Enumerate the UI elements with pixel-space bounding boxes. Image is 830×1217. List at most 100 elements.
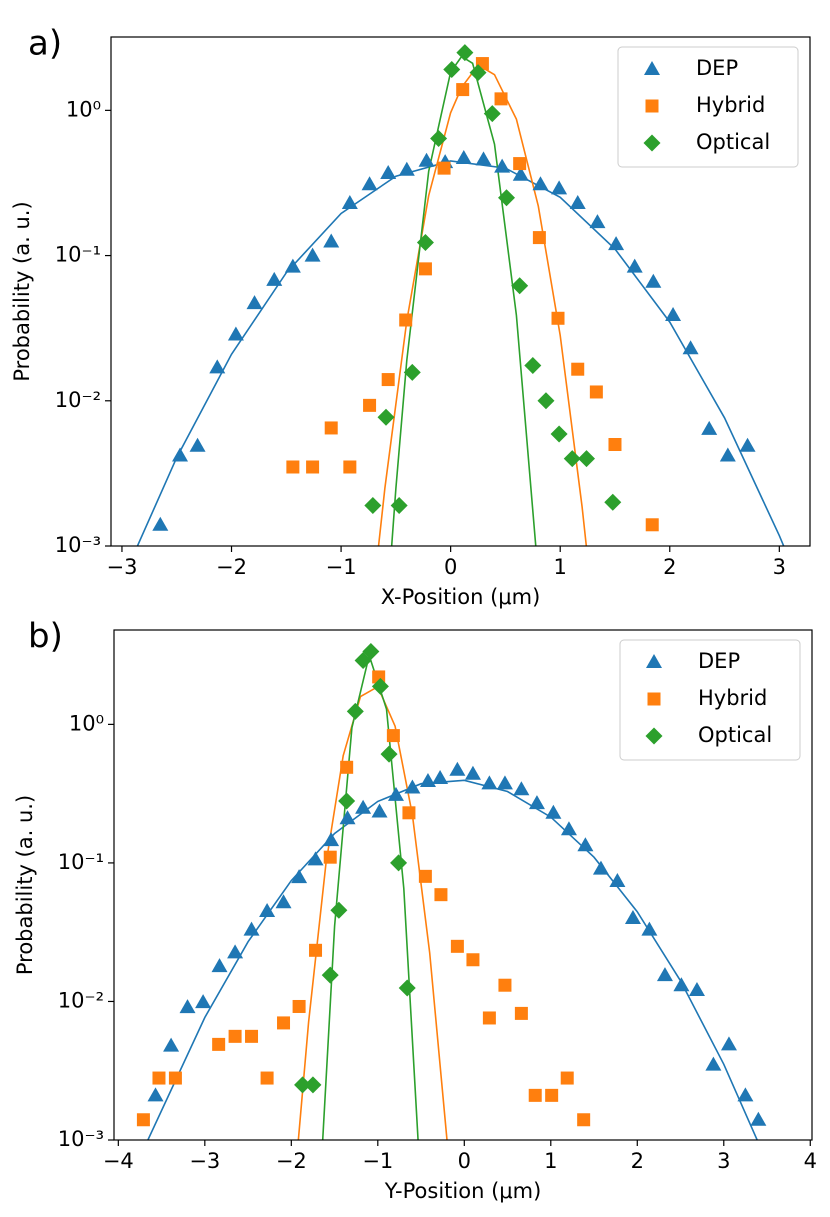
triangle-marker — [387, 786, 404, 801]
y-tick-label: 10⁻² — [55, 388, 101, 412]
triangle-marker — [323, 233, 340, 248]
y-tick-label: 10⁻¹ — [58, 850, 104, 874]
y-tick-label: 10⁻² — [58, 988, 104, 1012]
triangle-marker — [163, 1037, 180, 1052]
square-marker — [434, 888, 448, 902]
triangle-marker — [719, 447, 736, 462]
square-marker — [386, 729, 400, 743]
square-marker — [168, 1071, 182, 1085]
x-tick-label: −1 — [326, 555, 357, 579]
triangle-marker — [266, 271, 283, 286]
diamond-marker — [469, 64, 487, 82]
fit-line — [321, 652, 419, 1140]
square-marker — [437, 161, 451, 175]
diamond-marker — [498, 189, 516, 207]
square-marker — [136, 1113, 150, 1127]
triangle-marker — [645, 273, 662, 288]
diamond-marker — [398, 979, 416, 997]
square-marker — [340, 760, 354, 774]
triangle-marker — [624, 910, 641, 925]
y-tick-label: 10⁻¹ — [55, 243, 101, 267]
triangle-marker — [644, 61, 660, 75]
square-marker — [399, 313, 413, 327]
diamond-marker — [330, 901, 348, 919]
triangle-marker — [513, 781, 530, 796]
diamond-marker — [390, 497, 408, 515]
triangle-marker — [361, 176, 378, 191]
x-tick-label: 0 — [444, 555, 457, 579]
plot-area — [136, 642, 767, 1140]
legend: DEP Hybrid Optical — [617, 46, 799, 168]
triangle-marker — [275, 894, 292, 909]
diamond-marker — [604, 493, 622, 511]
plot-area — [136, 44, 785, 546]
diamond-marker — [380, 745, 398, 763]
square-marker — [466, 953, 480, 967]
square-marker — [245, 1029, 259, 1043]
diamond-marker — [364, 497, 382, 515]
triangle-marker — [589, 214, 606, 229]
triangle-marker — [209, 359, 226, 374]
triangle-marker — [227, 326, 244, 341]
triangle-marker — [259, 902, 276, 917]
diamond-marker — [346, 702, 364, 720]
legend-label: Hybrid — [696, 93, 765, 117]
triangle-marker — [609, 873, 626, 888]
triangle-marker — [739, 437, 756, 452]
x-tick-label: −2 — [276, 1149, 307, 1173]
diamond-marker — [443, 61, 461, 79]
square-marker — [589, 385, 603, 399]
diamond-marker — [577, 450, 595, 468]
square-marker — [260, 1071, 274, 1085]
triangle-marker — [323, 832, 340, 847]
x-tick-label: −4 — [103, 1149, 134, 1173]
legend: DEP Hybrid Optical — [619, 639, 801, 761]
diamond-marker — [321, 966, 339, 984]
triangle-marker — [528, 795, 545, 810]
triangle-marker — [419, 773, 436, 788]
y-axis-label: Probability (a. u.) — [10, 201, 34, 381]
triangle-marker — [455, 149, 472, 164]
diamond-marker — [511, 277, 529, 295]
square-marker — [450, 939, 464, 953]
diamond-marker — [362, 642, 380, 660]
square-marker — [306, 460, 320, 474]
panel: b) −4 −3 −2 −1 0 1 2 3 4 10⁻³ 10⁻² 10⁻¹ 10⁰ Y-Position… — [13, 617, 817, 1204]
diamond-marker — [483, 105, 501, 123]
triangle-marker — [418, 152, 435, 167]
triangle-marker — [608, 236, 625, 251]
triangle-marker — [626, 258, 643, 273]
fit-line — [146, 779, 759, 1140]
triangle-marker — [656, 967, 673, 982]
triangle-marker — [211, 958, 228, 973]
legend-label: DEP — [696, 56, 738, 80]
x-axis-label: X-Position (μm) — [381, 585, 541, 609]
triangle-marker — [682, 340, 699, 355]
diamond-marker — [524, 356, 542, 374]
square-marker — [292, 999, 306, 1013]
legend-box — [617, 46, 799, 168]
triangle-marker — [577, 837, 594, 852]
square-marker — [456, 83, 470, 97]
fit-line — [136, 160, 785, 546]
diamond-marker — [456, 44, 474, 62]
panel: a) −3 −2 −1 0 1 2 3 10⁻³ 10⁻² 10⁻¹ 10⁰ X-Position (μ… — [10, 24, 811, 609]
diamond-marker — [304, 1076, 322, 1094]
square-marker — [402, 806, 416, 820]
triangle-marker — [179, 999, 196, 1014]
x-tick-label: −1 — [362, 1149, 393, 1173]
triangle-marker — [560, 821, 577, 836]
legend-label: Optical — [698, 723, 772, 747]
square-marker — [577, 1113, 591, 1127]
legend-label: DEP — [698, 649, 740, 673]
square-marker — [418, 869, 432, 883]
square-marker — [381, 373, 395, 387]
x-tick-label: 1 — [544, 1149, 557, 1173]
fit-line — [390, 55, 537, 546]
x-tick-label: 2 — [663, 555, 676, 579]
triangle-marker — [705, 1056, 722, 1071]
x-tick-label: 3 — [717, 1149, 730, 1173]
panel-label: b) — [28, 617, 63, 657]
x-tick-label: 0 — [458, 1149, 471, 1173]
triangle-marker — [720, 1036, 737, 1051]
